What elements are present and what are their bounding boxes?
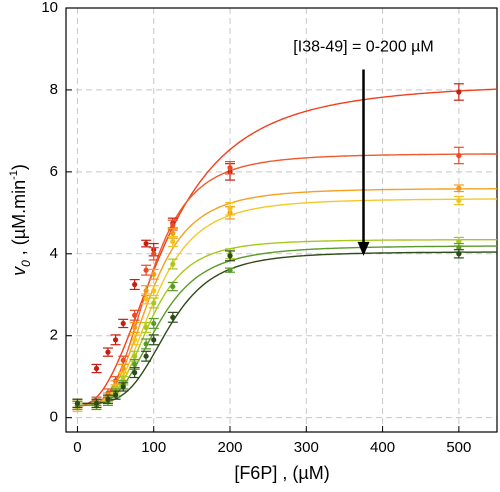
data-point bbox=[105, 349, 111, 355]
y-label-part: v bbox=[9, 266, 29, 276]
x-tick-label: 300 bbox=[294, 439, 319, 456]
data-point bbox=[132, 312, 138, 318]
y-label-part: -1 bbox=[8, 170, 20, 180]
y-tick-label: 6 bbox=[50, 163, 58, 180]
data-point bbox=[151, 300, 157, 306]
data-point bbox=[151, 251, 157, 257]
data-point bbox=[456, 245, 462, 251]
data-point bbox=[132, 353, 138, 359]
x-axis-label: [F6P] , (µM) bbox=[234, 463, 329, 483]
data-point bbox=[456, 185, 462, 191]
x-tick-label: 400 bbox=[370, 439, 395, 456]
data-point bbox=[151, 271, 157, 277]
y-tick-label: 2 bbox=[50, 327, 58, 344]
y-label-part: , (µM.min bbox=[9, 180, 29, 260]
x-tick-label: 100 bbox=[141, 439, 166, 456]
fit-curve bbox=[77, 198, 497, 407]
data-point bbox=[456, 152, 462, 159]
data-point bbox=[170, 230, 176, 236]
y-tick-label: 4 bbox=[50, 245, 58, 262]
data-point bbox=[132, 361, 138, 368]
fit-curve bbox=[77, 251, 497, 404]
data-point bbox=[132, 369, 138, 376]
data-point bbox=[143, 296, 149, 302]
data-point bbox=[93, 400, 100, 406]
data-point bbox=[170, 261, 176, 267]
x-tick-label: 200 bbox=[217, 439, 242, 456]
fit-curve bbox=[77, 153, 497, 407]
y-tick-label: 8 bbox=[50, 81, 58, 98]
data-point bbox=[132, 337, 138, 343]
data-point bbox=[143, 324, 149, 331]
data-point bbox=[227, 165, 233, 171]
data-point bbox=[170, 314, 176, 320]
data-point bbox=[143, 288, 149, 294]
fit-curve bbox=[77, 245, 497, 407]
data-point bbox=[120, 365, 126, 372]
fit-curve bbox=[77, 188, 497, 407]
y-tick-label: 10 bbox=[41, 0, 58, 16]
y-axis-label: v0 , (µM.min-1) bbox=[8, 164, 33, 276]
data-point bbox=[112, 337, 119, 343]
data-point bbox=[456, 238, 462, 245]
x-tick-label: 500 bbox=[446, 439, 471, 456]
data-point bbox=[120, 384, 126, 390]
data-point bbox=[151, 320, 157, 327]
data-point bbox=[143, 353, 149, 359]
data-point bbox=[132, 281, 138, 288]
plot-frame bbox=[65, 7, 498, 433]
data-point bbox=[132, 324, 138, 331]
y-label-part: ) bbox=[9, 164, 29, 170]
data-point bbox=[456, 89, 462, 95]
data-point bbox=[93, 365, 100, 372]
data-point bbox=[170, 222, 176, 228]
data-point bbox=[120, 320, 126, 327]
data-point bbox=[170, 238, 176, 245]
data-point bbox=[120, 357, 126, 363]
annotation: [I38-49] = 0-200 µM bbox=[293, 39, 433, 56]
data-point bbox=[456, 197, 462, 204]
x-tick-label: 0 bbox=[73, 439, 81, 456]
data-point bbox=[227, 253, 233, 259]
annotation-arrow-head bbox=[357, 241, 370, 256]
data-point bbox=[74, 400, 81, 406]
data-point bbox=[151, 288, 157, 294]
data-point bbox=[143, 240, 149, 247]
y-tick-label: 0 bbox=[50, 409, 58, 426]
data-point bbox=[227, 206, 233, 212]
data-point bbox=[151, 337, 157, 343]
data-point bbox=[143, 341, 149, 347]
data-point bbox=[170, 283, 176, 290]
data-point bbox=[112, 392, 119, 398]
data-point bbox=[227, 267, 233, 273]
data-point bbox=[456, 251, 462, 257]
y-label-part: 0 bbox=[19, 260, 33, 267]
data-point bbox=[105, 396, 111, 402]
data-point bbox=[143, 267, 149, 273]
